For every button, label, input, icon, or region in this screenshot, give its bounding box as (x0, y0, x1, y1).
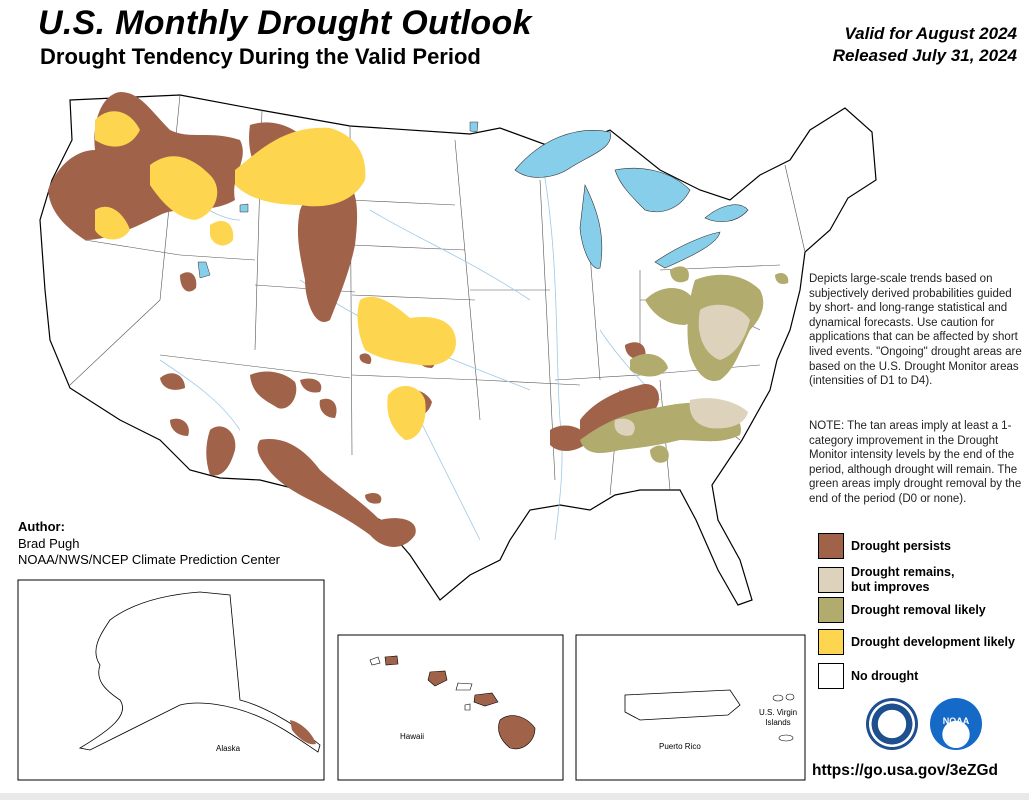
legend-swatch-development (818, 629, 844, 655)
hawaii-islands (369, 655, 536, 750)
small-lakes (197, 121, 479, 279)
bottom-bar (0, 793, 1029, 800)
legend-label-removal: Drought removal likely (851, 602, 986, 617)
legend-item-persists: Drought persists (818, 533, 951, 559)
legend-item-improves: Drought remains, but improves (818, 565, 955, 595)
alaska-label: Alaska (216, 744, 241, 753)
doc-seal-icon (866, 698, 918, 750)
puerto-rico-outline (624, 689, 741, 721)
legend-swatch-removal (818, 597, 844, 623)
legend-swatch-improves (818, 567, 844, 593)
drought-improves-areas (614, 304, 750, 436)
drought-development-areas (95, 111, 456, 440)
description-text: Depicts large-scale trends based on subj… (809, 273, 1022, 388)
legend-label-no-drought: No drought (851, 668, 919, 683)
legend-label-development: Drought development likely (851, 634, 1015, 649)
hawaii-label: Hawaii (400, 732, 425, 741)
outlook-url[interactable]: https://go.usa.gov/3eZGd (812, 762, 999, 779)
author-org: NOAA/NWS/NCEP Climate Prediction Center (18, 552, 281, 567)
puerto-rico-label: Puerto Rico (659, 742, 701, 751)
author-heading: Author: (18, 519, 65, 534)
map-title: U.S. Monthly Drought Outlook (38, 4, 532, 42)
legend-swatch-no-drought (818, 663, 844, 689)
valid-period: Valid for August 2024 (844, 24, 1017, 43)
author-block: Author: Brad Pugh NOAA/NWS/NCEP Climate … (18, 519, 280, 569)
release-date: Released July 31, 2024 (832, 46, 1017, 65)
great-lakes (514, 130, 749, 269)
legend-item-development: Drought development likely (818, 629, 1015, 655)
noaa-logo-icon: NOAA (930, 698, 982, 750)
conus-outline (39, 94, 877, 606)
legend-label-improves: Drought remains, but improves (851, 565, 955, 594)
legend-swatch-persists (818, 533, 844, 559)
alaska-outline (78, 591, 321, 753)
virgin-islands-label: U.S. Virgin Islands (758, 708, 798, 727)
legend-item-removal: Drought removal likely (818, 597, 986, 623)
alaska-persists-patch (290, 720, 316, 745)
author-name: Brad Pugh (18, 535, 80, 551)
virgin-islands-outline (772, 693, 795, 742)
legend-item-no-drought: No drought (818, 663, 918, 689)
legend-label-persists: Drought persists (851, 538, 952, 553)
noaa-logo-text: NOAA (942, 716, 970, 726)
hawaii-inset (337, 634, 564, 781)
note-text: NOTE: The tan areas imply at least a 1-c… (809, 420, 1022, 505)
map-subtitle: Drought Tendency During the Valid Period (40, 44, 481, 69)
